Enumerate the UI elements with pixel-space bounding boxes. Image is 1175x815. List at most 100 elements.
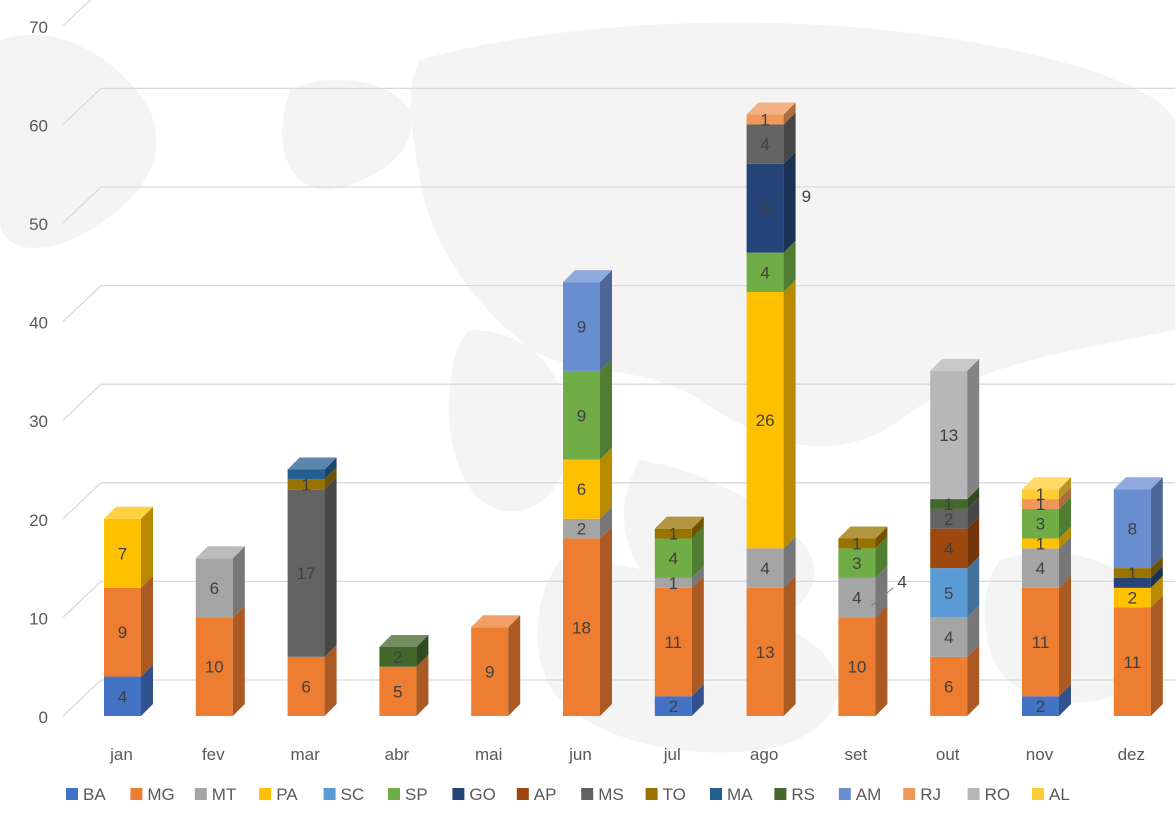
bar-side-fev-mt	[233, 546, 245, 617]
bar-side-set-mg	[875, 605, 887, 716]
bar-side-ago-go	[784, 152, 796, 253]
data-label-jul-ba: 2	[669, 697, 678, 716]
data-label-jun-am: 9	[577, 318, 586, 337]
y-tick-label-0: 0	[39, 708, 48, 727]
data-label-dez-am: 8	[1128, 520, 1137, 539]
legend-label-am: AM	[856, 785, 882, 804]
legend: BA MG MT PA SC SP GO AP MS TO MA RS AM RJ RO AL	[66, 785, 1070, 804]
data-label-out-sc: 5	[944, 584, 953, 603]
legend-label-ma: MA	[727, 785, 753, 804]
legend-label-to: TO	[663, 785, 686, 804]
bar-stack-set	[838, 527, 887, 716]
y-tick-label-60: 60	[29, 116, 48, 135]
bar-stack-mar	[288, 458, 337, 717]
legend-label-ba: BA	[83, 785, 106, 804]
data-label-ago-pa: 26	[756, 411, 775, 430]
data-label-ago-mg: 13	[756, 643, 775, 662]
data-label-jun-sp: 9	[577, 406, 586, 425]
data-label-out-mt: 4	[944, 628, 953, 647]
legend-label-ro: RO	[985, 785, 1011, 804]
bar-side-jan-pa	[141, 507, 153, 588]
bar-side-out-ro	[967, 359, 979, 499]
data-label-jul-mt: 1	[669, 574, 678, 593]
legend-swatch-go	[452, 788, 464, 800]
data-label-jul-sp: 4	[669, 549, 678, 568]
data-label-ago-mt: 4	[760, 559, 769, 578]
bar-stack-jun	[563, 270, 612, 716]
legend-swatch-rj	[903, 788, 915, 800]
bar-side-out-mg	[967, 645, 979, 716]
bar-stack-dez	[1114, 477, 1163, 716]
legend-swatch-ms	[581, 788, 593, 800]
legend-swatch-sc	[324, 788, 336, 800]
x-tick-label-dez: dez	[1118, 745, 1145, 764]
x-tick-label-out: out	[936, 745, 960, 764]
bar-stack-ago	[747, 103, 796, 716]
legend-swatch-ap	[517, 788, 529, 800]
bar-side-mar-ms	[325, 477, 337, 657]
data-label-abr-rs: 2	[393, 648, 402, 667]
data-label-jan-pa: 7	[118, 544, 127, 563]
bar-stack-out	[930, 359, 979, 716]
bar-stack-mai	[471, 615, 520, 716]
legend-label-ms: MS	[598, 785, 624, 804]
data-label-ago-sp: 4	[760, 263, 769, 282]
bar-side-dez-am	[1151, 477, 1163, 568]
x-tick-label-mar: mar	[290, 745, 320, 764]
bar-stack-nov	[1022, 477, 1071, 716]
x-tick-label-set: set	[845, 745, 868, 764]
legend-swatch-sp	[388, 788, 400, 800]
x-tick-label-fev: fev	[202, 745, 225, 764]
data-label-mar-mg: 6	[301, 677, 310, 696]
bar-side-mai-mg	[508, 615, 520, 716]
legend-swatch-ba	[66, 788, 78, 800]
y-tick-label-40: 40	[29, 314, 48, 333]
x-tick-label-abr: abr	[385, 745, 410, 764]
data-label-jul-to: 1	[669, 525, 678, 544]
data-label-out-rs: 1	[944, 495, 953, 514]
data-label-dez-pa: 2	[1128, 589, 1137, 608]
legend-label-sp: SP	[405, 785, 428, 804]
data-label-abr-mg: 5	[393, 682, 402, 701]
y-tick-label-70: 70	[29, 18, 48, 37]
data-label-nov-ba: 2	[1036, 697, 1045, 716]
data-label-out-ap: 4	[944, 539, 953, 558]
bar-side-nov-mg	[1059, 576, 1071, 696]
data-label-nov-al: 1	[1036, 485, 1045, 504]
x-tick-label-jun: jun	[568, 745, 592, 764]
data-label-jan-ba: 4	[118, 687, 127, 706]
y-tick-label-50: 50	[29, 215, 48, 234]
y-tick-label-20: 20	[29, 511, 48, 530]
legend-label-rs: RS	[791, 785, 815, 804]
data-label-nov-pa: 1	[1036, 534, 1045, 553]
x-tick-label-jul: jul	[663, 745, 681, 764]
bar-stack-jul	[655, 517, 704, 716]
bar-side-jul-mg	[692, 576, 704, 696]
y-axis: 010203040506070	[29, 18, 48, 727]
legend-swatch-rs	[774, 788, 786, 800]
data-label-ago-ms: 4	[760, 135, 769, 154]
data-label-jul-mg: 11	[664, 633, 682, 652]
legend-label-pa: PA	[276, 785, 298, 804]
data-label-dez-to: 1	[1128, 564, 1137, 583]
legend-swatch-mg	[130, 788, 142, 800]
data-label-set-mt: 4	[852, 589, 861, 608]
data-label-jan-mg: 9	[118, 623, 127, 642]
legend-label-rj: RJ	[920, 785, 941, 804]
data-label-out-ro: 13	[939, 426, 958, 445]
bar-stack-jan	[104, 507, 153, 716]
x-tick-label-nov: nov	[1026, 745, 1054, 764]
legend-swatch-mt	[195, 788, 207, 800]
data-label-jun-pa: 6	[577, 480, 586, 499]
bar-stack-abr	[379, 635, 428, 716]
legend-label-al: AL	[1049, 785, 1070, 804]
data-label-ago-rj: 1	[760, 110, 769, 129]
legend-swatch-pa	[259, 788, 271, 800]
bar-side-ago-mg	[784, 576, 796, 716]
data-label-jun-mg: 18	[572, 618, 591, 637]
legend-label-ap: AP	[534, 785, 557, 804]
x-tick-label-jan: jan	[109, 745, 133, 764]
gridline-20	[63, 483, 1175, 519]
data-label-out-mg: 6	[944, 677, 953, 696]
